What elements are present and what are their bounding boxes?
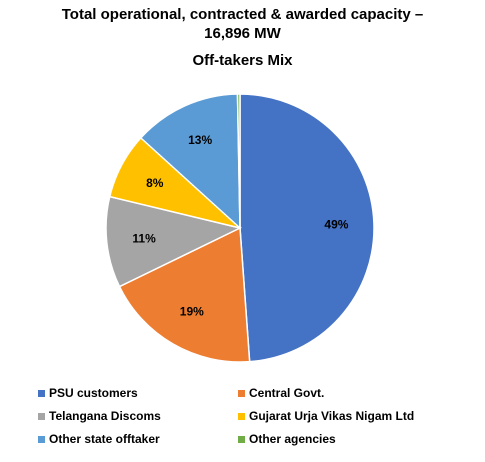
legend-swatch (38, 435, 45, 443)
data-label-4: 8% (146, 176, 164, 190)
pie-slice-5 (139, 93, 241, 230)
legend-label: Other agencies (249, 432, 336, 446)
pie-chart: 49% 19% 11% 8% 13% (105, 93, 375, 363)
legend-label: PSU customers (49, 386, 138, 400)
pie-slice-1 (239, 93, 375, 363)
legend-swatch (238, 412, 245, 420)
legend-item-4: Gujarat Urja Vikas Nigam Ltd (238, 409, 414, 423)
legend-item-1: PSU customers (38, 386, 138, 400)
legend-swatch (238, 435, 245, 443)
chart-title-line-2: 16,896 MW (204, 25, 281, 42)
pie-slice-6 (236, 93, 241, 229)
legend-swatch (238, 389, 245, 397)
legend-label: Gujarat Urja Vikas Nigam Ltd (249, 409, 415, 423)
pie-slice-2 (118, 226, 251, 363)
legend-label: Other state offtaker (49, 432, 160, 446)
legend-item-5: Other state offtaker (38, 432, 160, 446)
legend-item-3: Telangana Discoms (38, 409, 161, 423)
data-label-2: 19% (180, 305, 204, 319)
chart-subtitle: Off-takers Mix (192, 52, 293, 69)
pie-slice-3 (105, 195, 243, 288)
legend-item-6: Other agencies (238, 432, 336, 446)
legend-label: Central Govt. (249, 386, 325, 400)
legend-label: Telangana Discoms (49, 409, 161, 423)
data-label-1: 49% (324, 218, 348, 232)
data-label-5: 13% (188, 133, 212, 147)
data-label-3: 11% (132, 231, 156, 245)
chart-title-line-1: Total operational, contracted & awarded … (61, 6, 424, 23)
legend-swatch (38, 412, 45, 420)
legend-swatch (38, 389, 45, 397)
legend-item-2: Central Govt. (238, 386, 324, 400)
